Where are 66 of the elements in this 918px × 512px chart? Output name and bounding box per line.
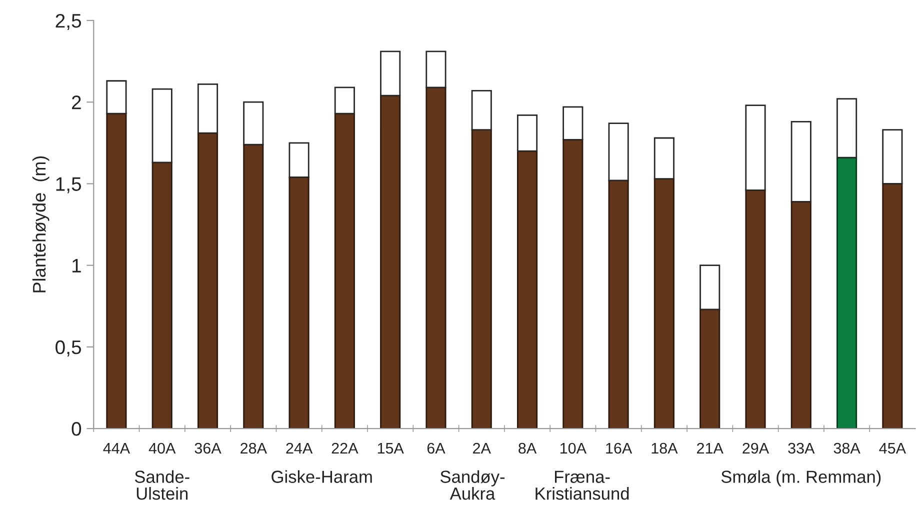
x-tick-label: 21A (697, 442, 724, 454)
bar (243, 144, 264, 429)
x-tick-label: 36A (194, 442, 222, 454)
y-tick-label: 2,5 (56, 14, 82, 30)
x-tick-label: 8A (518, 442, 537, 454)
bar (882, 183, 903, 429)
bar (380, 94, 401, 429)
bar (152, 88, 172, 164)
bar (654, 178, 674, 429)
x-tick-label: 29A (742, 442, 770, 454)
bar (471, 90, 492, 131)
bar (836, 156, 858, 429)
text: Sande- Ulstein (134, 470, 190, 500)
y-tick-label: 0,5 (56, 340, 82, 356)
x-tick-label: 38A (834, 442, 860, 454)
bar (562, 106, 584, 140)
bar (334, 86, 355, 114)
x-tick-label: 28A (240, 442, 267, 454)
text: Giske-Haram (272, 470, 372, 483)
bar (334, 112, 355, 429)
y-tick-label: 2 (72, 96, 81, 110)
bar (608, 122, 629, 182)
bar (197, 83, 218, 134)
bar (426, 50, 446, 88)
bar (243, 101, 264, 146)
bar (197, 132, 218, 429)
bar (745, 104, 766, 191)
bar (516, 114, 538, 152)
x-tick-label: 2A (473, 442, 491, 454)
bar (745, 190, 766, 429)
x-tick-label: 15A (378, 442, 404, 454)
text: Fræna- Kristiansund (536, 470, 629, 500)
x-tick-label: 40A (148, 442, 176, 454)
bar (106, 80, 127, 114)
bar (700, 308, 720, 429)
bar (288, 142, 310, 178)
y-axis-title: Plantehøyde (m) (32, 156, 50, 292)
bar (562, 138, 584, 429)
bar (471, 129, 492, 429)
bar (152, 162, 172, 429)
bar (654, 137, 674, 180)
x-tick-label: 6A (427, 442, 446, 454)
x-tick-label: 24A (286, 442, 313, 454)
bar (106, 112, 127, 429)
y-tick-label: 1 (72, 258, 81, 272)
text: Sandøy- Aukra (440, 470, 505, 500)
x-tick-label: 22A (332, 442, 358, 454)
bar (380, 50, 401, 96)
x-tick-label: 44A (103, 442, 130, 454)
bar (288, 176, 310, 429)
x-tick-label: 45A (879, 442, 906, 454)
y-tick-label: 0 (72, 422, 82, 436)
bar (882, 129, 903, 184)
bar (516, 150, 538, 429)
x-tick-label: 16A (606, 442, 632, 454)
bar (700, 264, 720, 310)
bar (608, 180, 629, 429)
x-tick-label: 18A (652, 442, 678, 454)
bar (790, 200, 812, 429)
bar (836, 98, 858, 158)
y-tick-label: 1,5 (56, 177, 82, 194)
bar (426, 86, 446, 429)
x-tick-label: 33A (788, 442, 815, 454)
text: Smøla (m. Remman) (721, 470, 881, 486)
bar (790, 120, 812, 202)
x-tick-label: 10A (560, 442, 586, 454)
